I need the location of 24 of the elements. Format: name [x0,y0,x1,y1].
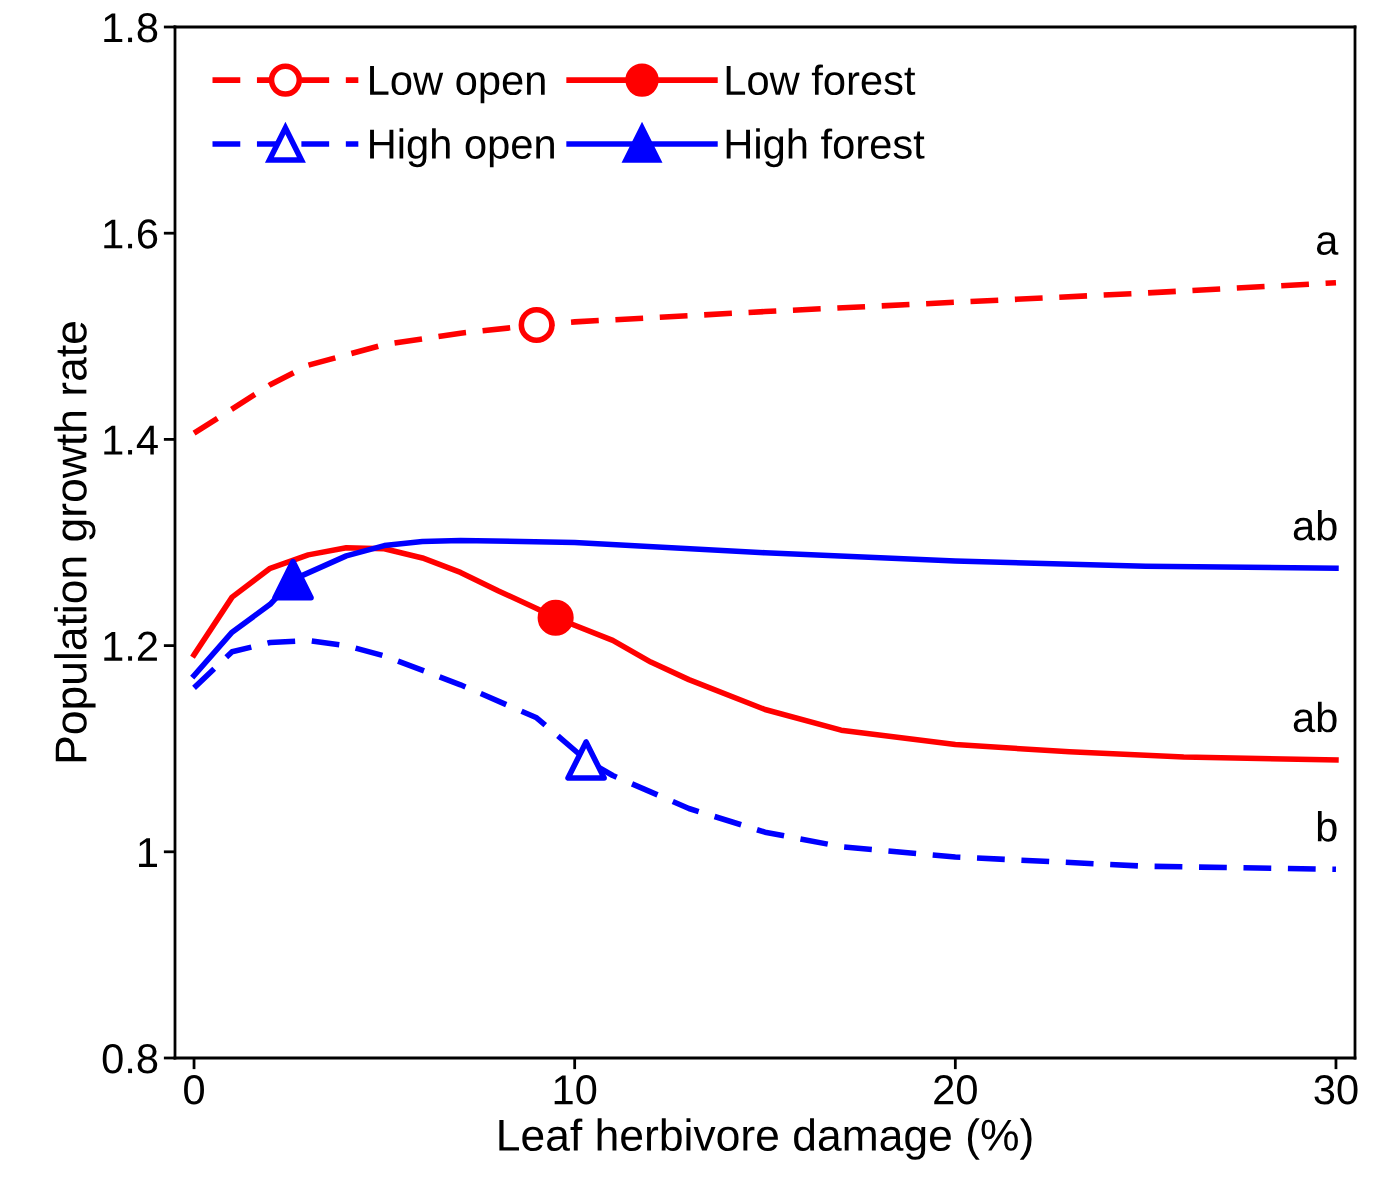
annotation: a [1316,232,1339,256]
legend-label: Low open [370,66,545,104]
x-tick-label: 30 [1314,1075,1358,1105]
x-tick-label: 10 [554,1075,597,1105]
point [565,739,607,781]
x-axis-title: Leaf herbivore damage (%) [499,1118,1032,1160]
legend-label: Low forest [726,64,916,96]
annotation: ab [1293,701,1337,733]
x-tick-label: 0 [184,1075,204,1105]
legend-label: High forest [726,128,925,168]
point [537,599,574,636]
y-tick-label: 0.8 [102,1044,158,1074]
y-tick-label: 1.4 [104,425,158,455]
y-tick-label: 1 [139,838,157,867]
annotation: ab [1293,509,1337,541]
annotation: b [1317,811,1337,842]
y-axis-title: Population growth rate [54,322,96,762]
x-tick-label: 20 [934,1075,977,1105]
legend-label: High open [370,128,554,168]
y-tick-label: 1.2 [104,631,157,661]
point [518,306,555,344]
y-tick-label: 1.8 [104,13,158,43]
point [272,558,314,601]
y-tick-label: 1.6 [104,219,158,249]
